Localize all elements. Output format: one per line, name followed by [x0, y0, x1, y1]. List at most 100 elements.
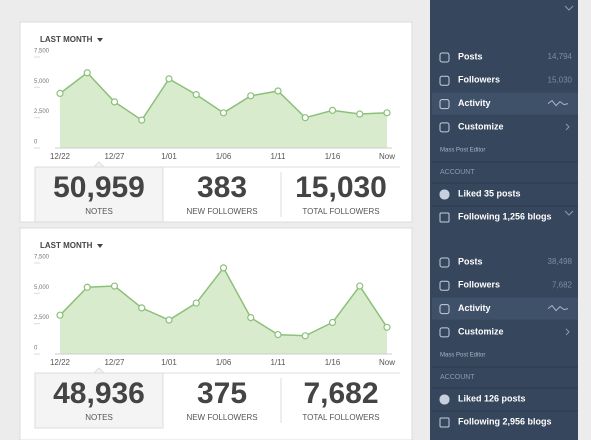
nav-icon: [439, 257, 450, 268]
mass-post-editor[interactable]: Mass Post Editor: [440, 148, 485, 154]
nav-active: [432, 297, 578, 320]
stat-label: TOTAL FOLLOWERS: [302, 207, 379, 216]
y-tick-label: 7,500: [34, 49, 50, 55]
stat-label: NEW FOLLOWERS: [186, 413, 257, 422]
y-tick-label: 5,000: [34, 79, 50, 85]
chevron: [564, 5, 574, 11]
stat-value: 7,682: [303, 377, 378, 410]
point: [192, 299, 200, 307]
account-heading: ACCOUNT: [440, 374, 475, 381]
nav-icon: [439, 327, 450, 338]
nav-icon: [439, 99, 450, 110]
x-tick-label: 1/01: [161, 152, 177, 161]
nav-chevron: [565, 328, 570, 336]
nav-item[interactable]: Customize: [458, 326, 504, 336]
nav-count: 38,498: [548, 257, 573, 266]
point: [165, 75, 173, 83]
nav-item[interactable]: Followers: [458, 75, 500, 85]
account-heading: ACCOUNT: [440, 169, 475, 176]
y-tick-label: 0: [34, 346, 38, 352]
stat-pointer: [92, 161, 106, 168]
account-item[interactable]: Following 2,956 blogs: [458, 416, 552, 426]
stat-label: TOTAL FOLLOWERS: [302, 413, 379, 422]
x-tick-label: 1/11: [271, 358, 287, 367]
y-tick-label: 2,500: [34, 315, 50, 321]
nav-icon: [439, 122, 450, 133]
stat-value: 15,030: [295, 171, 387, 204]
x-tick-label: Now: [379, 358, 395, 367]
point: [83, 283, 91, 291]
activity-sparkline: [547, 99, 569, 107]
x-tick-label: 12/22: [50, 152, 71, 161]
point: [301, 332, 309, 340]
point: [56, 89, 64, 98]
point: [328, 106, 337, 114]
nav-icon: [439, 280, 450, 291]
account-item[interactable]: Liked 126 posts: [458, 393, 526, 403]
point: [219, 264, 228, 272]
account-item[interactable]: Following 1,256 blogs: [458, 211, 552, 221]
nav-item[interactable]: Activity: [458, 98, 491, 108]
account-icon: [439, 189, 450, 200]
activity-sparkline: [547, 304, 569, 312]
stat-pointer: [92, 367, 106, 374]
point: [356, 110, 364, 118]
x-tick-label: 1/11: [271, 152, 287, 161]
point: [274, 87, 282, 95]
point: [383, 323, 391, 331]
dropdown-arrow: [97, 244, 103, 248]
point: [110, 98, 119, 106]
stat-label: NOTES: [85, 207, 113, 216]
point: [138, 116, 146, 124]
nav-icon: [439, 304, 450, 315]
nav-icon: [439, 52, 450, 63]
account-item[interactable]: Liked 35 posts: [458, 188, 521, 198]
point: [328, 318, 337, 327]
stat-label: NEW FOLLOWERS: [186, 207, 257, 216]
y-tick-label: 5,000: [34, 285, 50, 291]
point: [301, 114, 309, 122]
y-tick-label: 7,500: [34, 255, 50, 261]
nav-item[interactable]: Posts: [458, 256, 483, 266]
stat-label: NOTES: [85, 413, 113, 422]
stat-value: 50,959: [53, 171, 145, 204]
point: [383, 109, 391, 117]
x-tick-label: 1/01: [161, 358, 177, 367]
filter-dropdown[interactable]: LAST MONTH: [40, 35, 93, 44]
y-tick-label: 2,500: [34, 109, 50, 115]
nav-count: 14,794: [548, 52, 573, 61]
point: [138, 304, 146, 312]
stat-value: 48,936: [53, 377, 145, 410]
point: [165, 316, 173, 324]
stat-selected: [34, 372, 164, 429]
nav-active: [432, 92, 578, 115]
x-tick-label: Now: [379, 152, 395, 161]
account-icon: [439, 417, 450, 428]
point: [56, 311, 64, 319]
dropdown-arrow: [97, 38, 103, 42]
x-tick-label: 1/06: [216, 152, 232, 161]
nav-count: 15,030: [548, 75, 573, 84]
area: [60, 267, 387, 354]
point: [247, 92, 255, 100]
point: [192, 91, 200, 99]
chevron: [564, 210, 574, 216]
stat-value: 383: [197, 171, 247, 204]
nav-item[interactable]: Followers: [458, 280, 500, 290]
nav-item[interactable]: Customize: [458, 121, 504, 131]
point: [219, 109, 228, 117]
nav-item[interactable]: Posts: [458, 51, 483, 61]
point: [83, 69, 91, 77]
point: [110, 282, 119, 290]
filter-dropdown[interactable]: LAST MONTH: [40, 241, 93, 250]
nav-count: 7,682: [552, 280, 573, 289]
x-tick-label: 1/06: [216, 358, 232, 367]
y-tick-label: 0: [34, 140, 38, 146]
nav-chevron: [565, 123, 570, 131]
point: [247, 314, 255, 322]
mass-post-editor[interactable]: Mass Post Editor: [440, 353, 485, 359]
nav-item[interactable]: Activity: [458, 303, 491, 313]
x-tick-label: 1/16: [325, 358, 341, 367]
x-tick-label: 12/27: [104, 152, 125, 161]
